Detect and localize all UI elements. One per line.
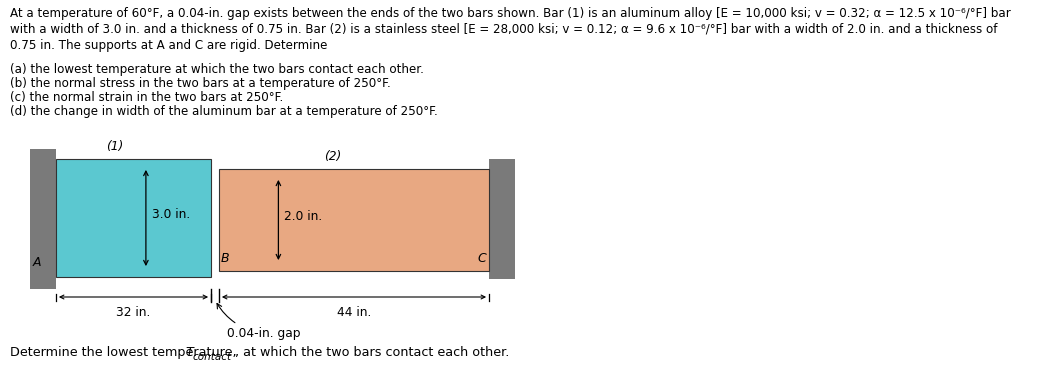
Text: (a) the lowest temperature at which the two bars contact each other.: (a) the lowest temperature at which the … (10, 63, 423, 76)
Text: (b) the normal stress in the two bars at a temperature of 250°F.: (b) the normal stress in the two bars at… (10, 77, 390, 90)
Text: (c) the normal strain in the two bars at 250°F.: (c) the normal strain in the two bars at… (10, 91, 283, 104)
Text: contact: contact (193, 352, 231, 363)
Text: (1): (1) (106, 140, 123, 153)
Bar (219, 169, 489, 271)
Text: At a temperature of 60°F, a 0.04-in. gap exists between the ends of the two bars: At a temperature of 60°F, a 0.04-in. gap… (10, 7, 1011, 20)
Text: 3.0 in.: 3.0 in. (152, 207, 190, 221)
Text: Determine the lowest temperature,: Determine the lowest temperature, (10, 346, 240, 359)
Bar (489, 159, 515, 279)
Bar (56, 159, 211, 277)
Text: 0.75 in. The supports at A and C are rigid. Determine: 0.75 in. The supports at A and C are rig… (10, 39, 328, 52)
Text: B: B (221, 252, 230, 265)
Text: 44 in.: 44 in. (337, 306, 371, 319)
Text: T: T (185, 346, 193, 359)
Text: A: A (33, 256, 41, 269)
Text: 2.0 in.: 2.0 in. (284, 210, 322, 222)
Text: with a width of 3.0 in. and a thickness of 0.75 in. Bar (2) is a stainless steel: with a width of 3.0 in. and a thickness … (10, 23, 998, 36)
Bar (30, 149, 56, 289)
Text: (2): (2) (323, 150, 342, 163)
Text: (d) the change in width of the aluminum bar at a temperature of 250°F.: (d) the change in width of the aluminum … (10, 105, 437, 118)
Text: 0.04-in. gap: 0.04-in. gap (217, 303, 300, 340)
Text: 32 in.: 32 in. (116, 306, 151, 319)
Text: , at which the two bars contact each other.: , at which the two bars contact each oth… (235, 346, 510, 359)
Text: C: C (478, 252, 486, 265)
